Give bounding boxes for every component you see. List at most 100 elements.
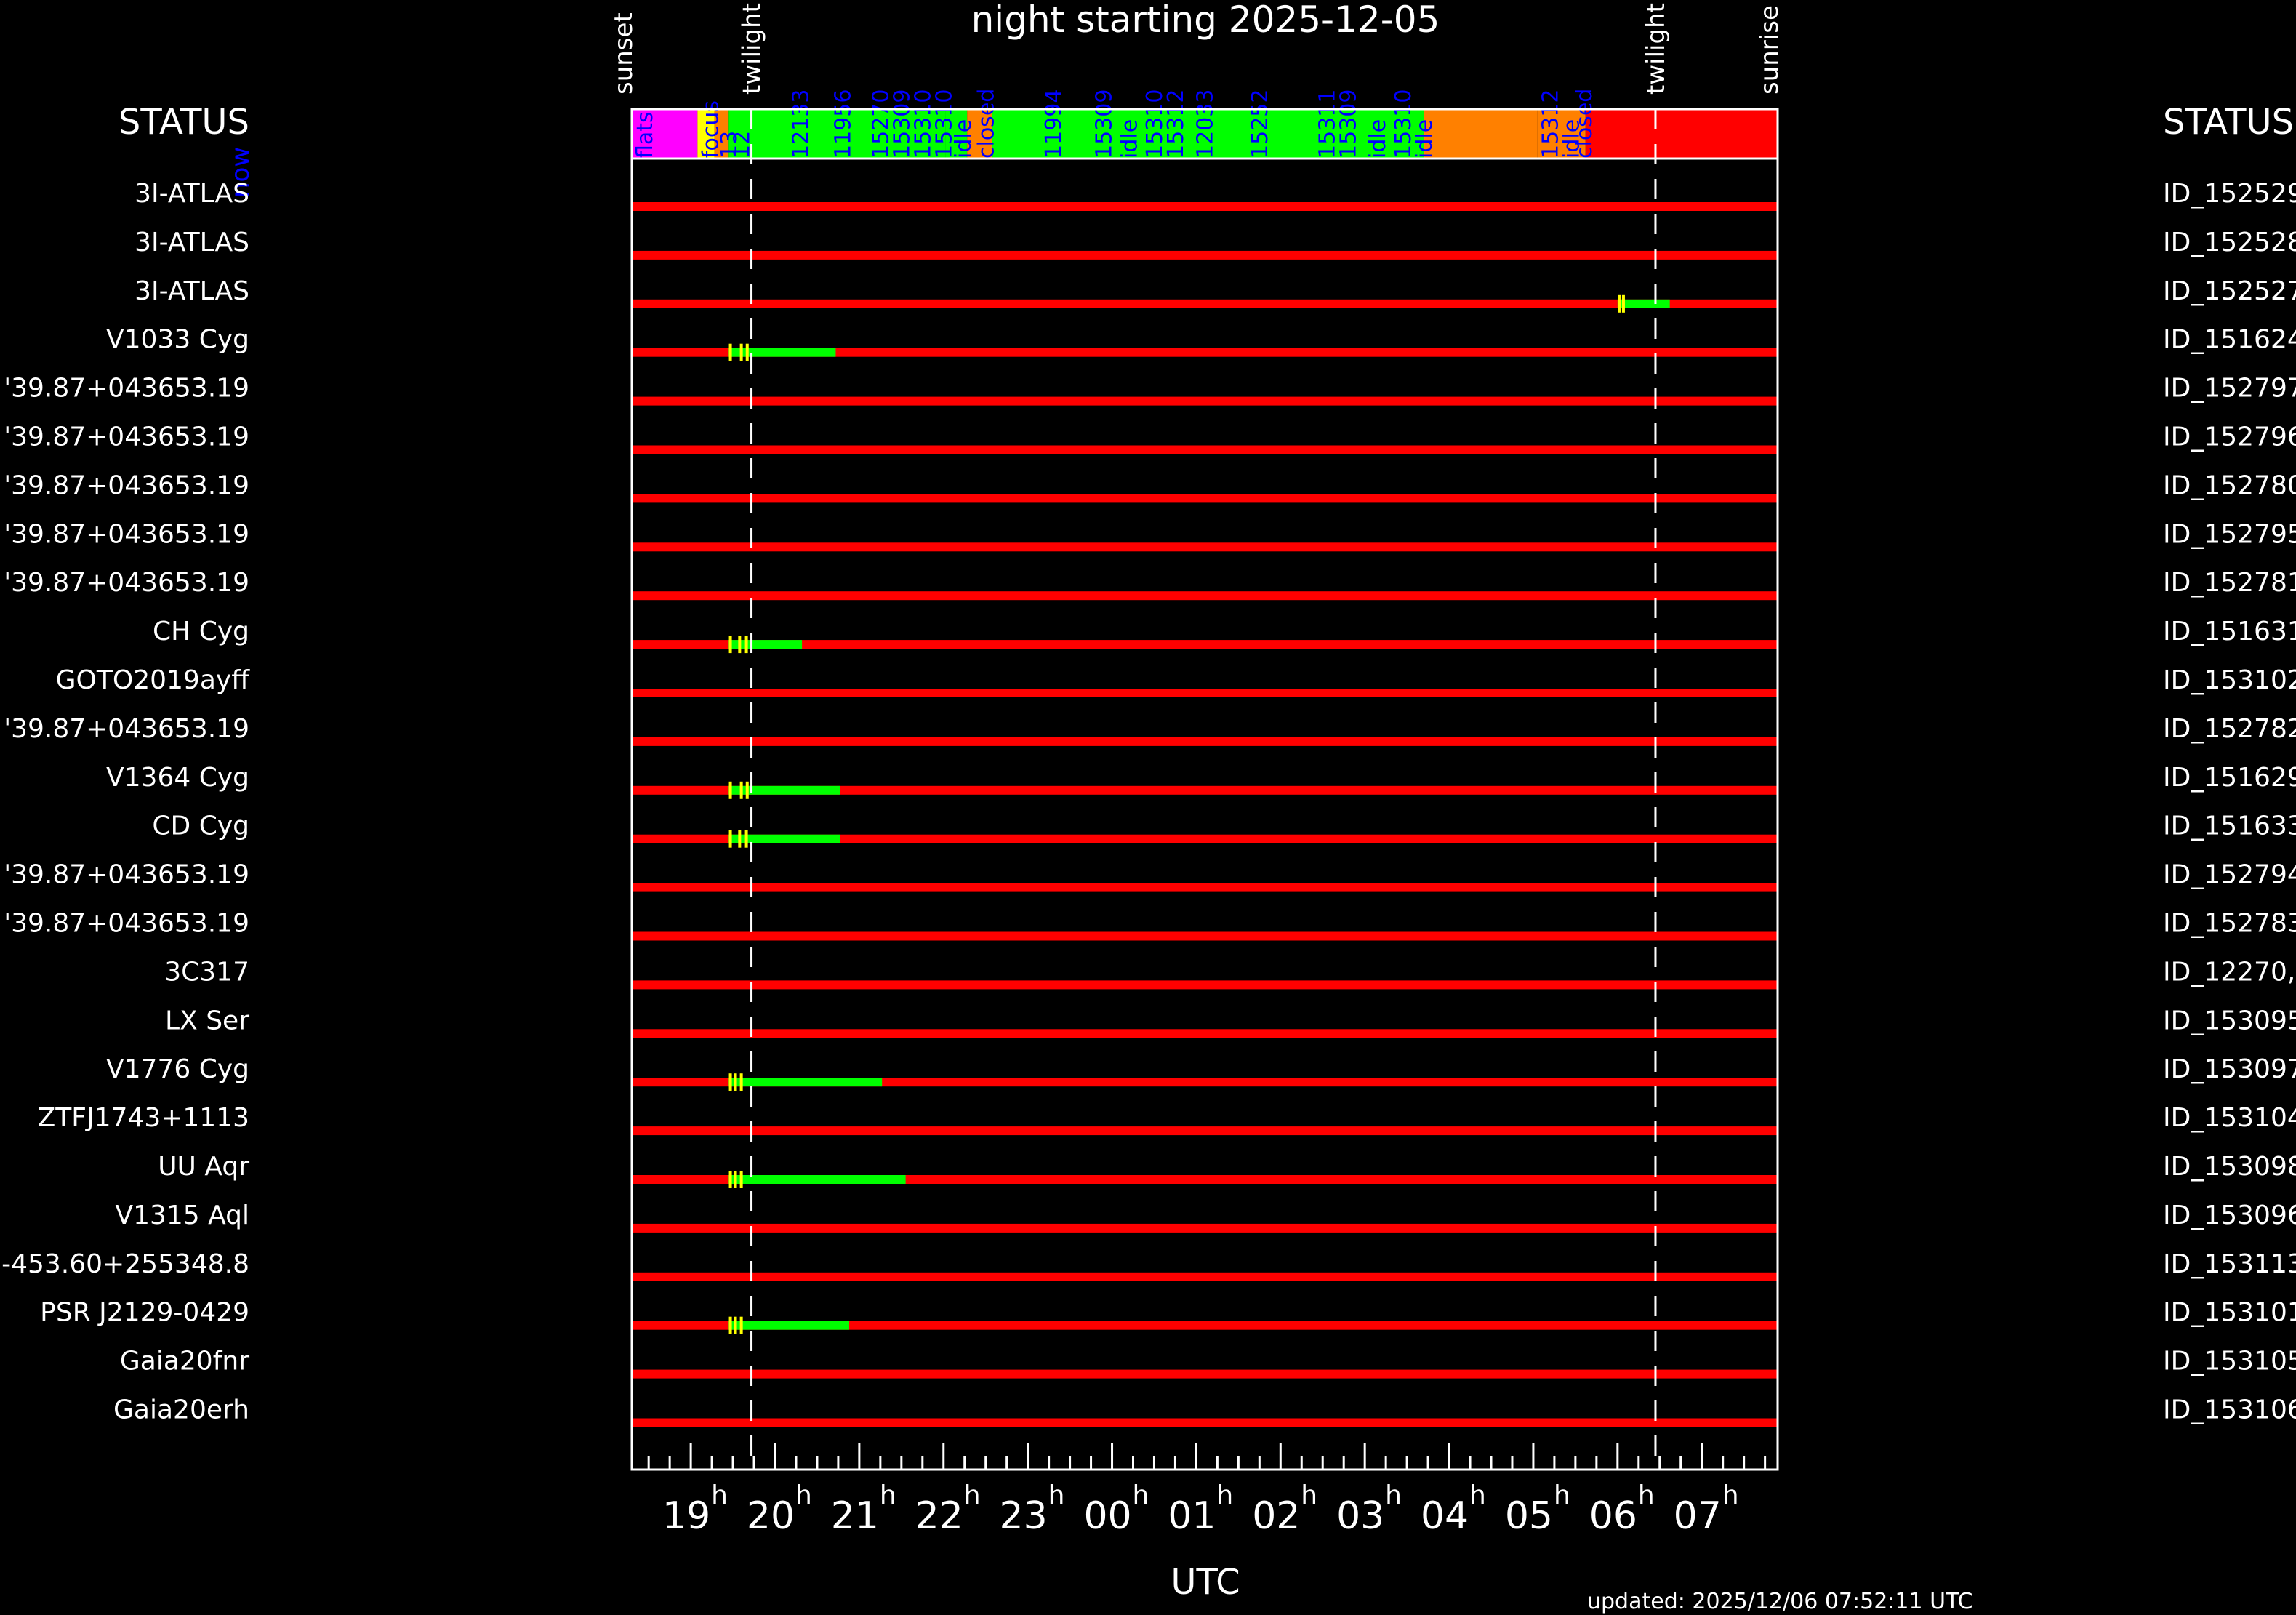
x-tick-label: 22 [915, 1494, 963, 1538]
x-tick-label: 00 [1083, 1494, 1131, 1538]
target-name: '39.87+043653.19 [4, 568, 249, 598]
exposure-mark [728, 830, 732, 848]
exposure-mark [1621, 294, 1625, 313]
twilight-label: twilight [738, 3, 767, 95]
exposure-mark [738, 636, 742, 654]
status-bar-label: 12033 [1193, 89, 1219, 159]
target-id: ID_152795 [2163, 519, 2296, 549]
x-tick-hour-suffix: h [880, 1480, 896, 1510]
target-id: ID_151624 [2163, 325, 2296, 355]
target-row: PSR J2129-0429 ID_153101 [40, 1298, 2296, 1334]
status-bar-label: 15309 [1092, 89, 1117, 159]
x-tick-label: 03 [1336, 1494, 1384, 1538]
target-name: '39.87+043653.19 [4, 860, 249, 890]
status-bar-label: 15311 [1315, 89, 1341, 159]
status-segment [967, 109, 992, 159]
x-axis-ticks: 19 h 20 h 21 h 22 h 23 h 00 h 01 h 02 h 03 h 04 h 05 h 06 h 07 h [647, 1443, 1767, 1538]
target-id: ID_153106 [2163, 1395, 2296, 1425]
visibility-bar [632, 1029, 1778, 1038]
status-bar-label: idle [1117, 119, 1142, 159]
target-id: ID_153113 [2163, 1249, 2296, 1279]
status-bar-frame [630, 108, 1779, 160]
visibility-bar [632, 1223, 1778, 1233]
visibility-bar [632, 980, 1778, 990]
target-id: ID_152794 [2163, 860, 2296, 890]
target-name: V1033 Cyg [106, 325, 249, 355]
visibility-bar [632, 1272, 1778, 1281]
target-name: PSR J2129-0429 [40, 1298, 249, 1328]
target-row: 3I-ATLAS ID_152528 [135, 228, 2296, 260]
target-name: 3I-ATLAS [135, 179, 249, 209]
target-id: ID_152783 [2163, 909, 2296, 939]
status-segment [714, 109, 729, 159]
exposure-mark [739, 343, 743, 361]
x-tick-label: 21 [831, 1494, 879, 1538]
observable-segment [728, 785, 840, 795]
chart-title: night starting 2025-12-05 [971, 0, 1440, 41]
exposure-mark [745, 343, 749, 361]
x-tick-hour-suffix: h [964, 1480, 981, 1510]
visibility-bar [632, 299, 1778, 308]
status-bar-label: idle [1412, 119, 1437, 159]
target-row: '39.87+043653.19 ID_152782 [4, 714, 2296, 746]
target-name: -453.60+255348.8 [1, 1249, 249, 1279]
target-name: 3I-ATLAS [135, 276, 249, 306]
status-label-left: STATUS [119, 102, 249, 143]
status-segment [728, 109, 946, 159]
updated-timestamp: updated: 2025/12/06 07:52:11 UTC [1587, 1589, 1973, 1614]
exposure-mark [739, 1171, 743, 1188]
target-row: LX Ser ID_153095 [165, 1006, 2296, 1038]
visibility-bar [632, 689, 1778, 697]
target-name: V1364 Cyg [106, 763, 249, 793]
target-name: 3C317 [164, 957, 249, 987]
target-id: ID_153095 [2163, 1006, 2296, 1035]
target-row: CH Cyg ID_151631 [153, 617, 2296, 654]
target-name: '39.87+043653.19 [4, 714, 249, 744]
target-id: ID_12270, [2163, 957, 2295, 987]
target-id: ID_153105 [2163, 1347, 2296, 1376]
exposure-mark [1618, 294, 1621, 313]
exposure-mark [739, 1073, 743, 1091]
target-id: ID_152529 [2163, 179, 2296, 209]
target-id: ID_152782 [2163, 714, 2296, 744]
status-bar-label: 15309 [889, 89, 915, 159]
target-name: '39.87+043653.19 [4, 470, 249, 500]
target-row: '39.87+043653.19 ID_152794 [4, 860, 2296, 892]
exposure-mark [738, 830, 742, 848]
status-segment [1424, 109, 1538, 159]
exposure-mark [734, 1171, 737, 1188]
target-name: '39.87+043653.19 [4, 374, 249, 404]
visibility-bar [632, 834, 1778, 843]
target-name: GOTO2019ayff [56, 665, 251, 695]
exposure-mark [728, 1171, 732, 1188]
status-bar-label: 15310 [1391, 89, 1416, 159]
visibility-bar [632, 1321, 1778, 1330]
visibility-bar [632, 1369, 1778, 1379]
x-tick-hour-suffix: h [1133, 1480, 1149, 1510]
visibility-bar [632, 785, 1778, 795]
target-id: ID_151631 [2163, 617, 2296, 646]
exposure-mark [734, 1073, 737, 1091]
visibility-bar [632, 348, 1778, 357]
target-row: '39.87+043653.19 ID_152780 [4, 470, 2296, 503]
status-segment [945, 109, 968, 159]
status-bar [632, 109, 1778, 159]
target-name: Gaia20erh [113, 1395, 249, 1425]
sunrise-label: sunrise [1755, 5, 1784, 95]
visibility-bar [632, 640, 1778, 649]
observable-segment [728, 834, 840, 843]
observable-segment [1617, 299, 1670, 308]
target-row: '39.87+043653.19 ID_152795 [4, 519, 2296, 552]
sunset-label: sunset [609, 12, 638, 95]
status-segment [1585, 109, 1778, 159]
exposure-mark [744, 830, 748, 848]
status-bar-label: 15310 [910, 89, 936, 159]
x-axis-label: UTC [1171, 1562, 1240, 1603]
target-id: ID_153104 [2163, 1103, 2296, 1133]
target-name: V1315 Aql [115, 1201, 249, 1230]
target-id: ID_152780 [2163, 470, 2296, 500]
status-bar-label: idle [951, 119, 976, 159]
target-row: '39.87+043653.19 ID_152783 [4, 909, 2296, 941]
target-name: '39.87+043653.19 [4, 909, 249, 939]
observable-segment [728, 1321, 849, 1330]
